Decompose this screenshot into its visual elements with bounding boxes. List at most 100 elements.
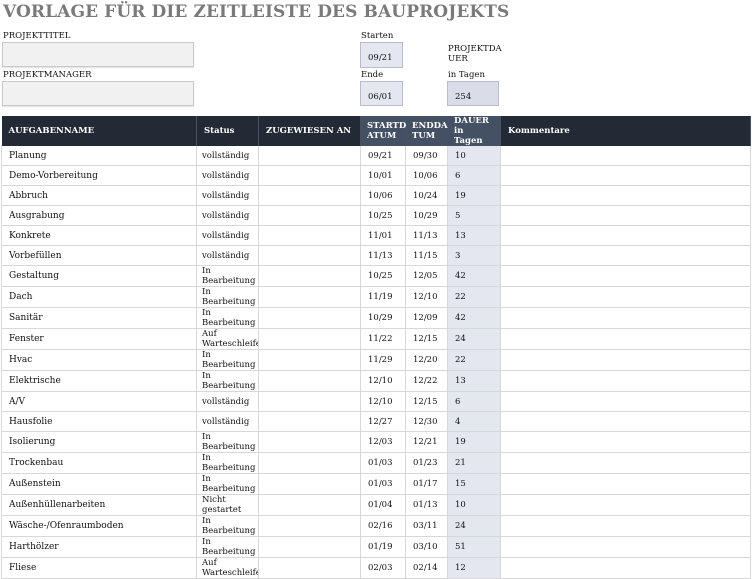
task-name-cell[interactable]: Harthölzer <box>1 536 197 558</box>
end-date-cell[interactable]: 01/23 <box>405 452 448 474</box>
start-date-cell[interactable]: 11/22 <box>360 328 406 350</box>
task-name-cell[interactable]: Fenster <box>1 328 197 350</box>
task-name-cell[interactable]: Dach <box>1 286 197 308</box>
task-name-cell[interactable]: Abbruch <box>1 185 197 206</box>
comments-cell[interactable] <box>500 205 751 226</box>
start-date-cell[interactable]: 10/29 <box>360 307 406 329</box>
comments-cell[interactable] <box>500 411 751 432</box>
status-cell[interactable]: vollständig <box>196 185 259 206</box>
status-cell[interactable]: Auf Warteschleife <box>196 557 259 579</box>
status-cell[interactable]: In Bearbeitung <box>196 349 259 371</box>
end-date-cell[interactable]: 09/30 <box>405 146 448 166</box>
assigned-to-cell[interactable] <box>258 185 361 206</box>
assigned-to-cell[interactable] <box>258 225 361 246</box>
end-date-cell[interactable]: 01/13 <box>405 494 448 516</box>
status-cell[interactable]: vollständig <box>196 205 259 226</box>
task-name-cell[interactable]: Sanitär <box>1 307 197 329</box>
start-date-cell[interactable]: 12/27 <box>360 411 406 432</box>
status-cell[interactable]: vollständig <box>196 146 259 166</box>
assigned-to-cell[interactable] <box>258 452 361 474</box>
start-date-cell[interactable]: 10/25 <box>360 205 406 226</box>
start-date-cell[interactable]: 01/19 <box>360 536 406 558</box>
comments-cell[interactable] <box>500 185 751 206</box>
comments-cell[interactable] <box>500 431 751 453</box>
start-date-cell[interactable]: 12/10 <box>360 391 406 412</box>
start-date-cell[interactable]: 10/01 <box>360 165 406 186</box>
comments-cell[interactable] <box>500 146 751 166</box>
task-name-cell[interactable]: A/V <box>1 391 197 412</box>
header-duration[interactable]: DAUER in Tagen <box>447 116 501 146</box>
status-cell[interactable]: In Bearbeitung <box>196 536 259 558</box>
start-date-cell[interactable]: 11/13 <box>360 245 406 266</box>
comments-cell[interactable] <box>500 225 751 246</box>
assigned-to-cell[interactable] <box>258 146 361 166</box>
assigned-to-cell[interactable] <box>258 411 361 432</box>
start-date-cell[interactable]: 11/01 <box>360 225 406 246</box>
task-name-cell[interactable]: Demo-Vorbereitung <box>1 165 197 186</box>
comments-cell[interactable] <box>500 245 751 266</box>
end-date-cell[interactable]: 10/29 <box>405 205 448 226</box>
start-date-cell[interactable]: 11/29 <box>360 349 406 371</box>
assigned-to-cell[interactable] <box>258 391 361 412</box>
status-cell[interactable]: In Bearbeitung <box>196 452 259 474</box>
end-date-cell[interactable]: 10/06 <box>405 165 448 186</box>
assigned-to-cell[interactable] <box>258 370 361 392</box>
end-date-cell[interactable]: 10/24 <box>405 185 448 206</box>
end-date-cell[interactable]: 12/15 <box>405 328 448 350</box>
end-date-cell[interactable]: 12/05 <box>405 265 448 287</box>
end-date-cell[interactable]: 12/10 <box>405 286 448 308</box>
comments-cell[interactable] <box>500 286 751 308</box>
start-date-cell[interactable]: 09/21 <box>360 146 406 166</box>
start-date-field[interactable]: 09/21 <box>360 42 403 68</box>
status-cell[interactable]: vollständig <box>196 391 259 412</box>
comments-cell[interactable] <box>500 473 751 495</box>
assigned-to-cell[interactable] <box>258 245 361 266</box>
assigned-to-cell[interactable] <box>258 536 361 558</box>
assigned-to-cell[interactable] <box>258 431 361 453</box>
assigned-to-cell[interactable] <box>258 328 361 350</box>
assigned-to-cell[interactable] <box>258 557 361 579</box>
assigned-to-cell[interactable] <box>258 473 361 495</box>
comments-cell[interactable] <box>500 391 751 412</box>
status-cell[interactable]: Nicht gestartet <box>196 494 259 516</box>
task-name-cell[interactable]: Isolierung <box>1 431 197 453</box>
task-name-cell[interactable]: Gestaltung <box>1 265 197 287</box>
end-date-cell[interactable]: 03/11 <box>405 515 448 537</box>
status-cell[interactable]: In Bearbeitung <box>196 265 259 287</box>
start-date-cell[interactable]: 12/03 <box>360 431 406 453</box>
task-name-cell[interactable]: Fliese <box>1 557 197 579</box>
start-date-cell[interactable]: 10/06 <box>360 185 406 206</box>
status-cell[interactable]: vollständig <box>196 411 259 432</box>
comments-cell[interactable] <box>500 536 751 558</box>
start-date-cell[interactable]: 01/03 <box>360 473 406 495</box>
status-cell[interactable]: vollständig <box>196 245 259 266</box>
assigned-to-cell[interactable] <box>258 494 361 516</box>
task-name-cell[interactable]: Wäsche-/Ofenraumboden <box>1 515 197 537</box>
project-title-field[interactable] <box>2 42 194 67</box>
task-name-cell[interactable]: Elektrische <box>1 370 197 392</box>
task-name-cell[interactable]: Außenhüllenarbeiten <box>1 494 197 516</box>
end-date-cell[interactable]: 12/22 <box>405 370 448 392</box>
status-cell[interactable]: In Bearbeitung <box>196 515 259 537</box>
assigned-to-cell[interactable] <box>258 265 361 287</box>
status-cell[interactable]: In Bearbeitung <box>196 286 259 308</box>
header-comments[interactable]: Kommentare <box>500 116 751 146</box>
assigned-to-cell[interactable] <box>258 205 361 226</box>
end-date-cell[interactable]: 11/15 <box>405 245 448 266</box>
start-date-cell[interactable]: 01/03 <box>360 452 406 474</box>
task-name-cell[interactable]: Konkrete <box>1 225 197 246</box>
start-date-cell[interactable]: 11/19 <box>360 286 406 308</box>
status-cell[interactable]: In Bearbeitung <box>196 307 259 329</box>
comments-cell[interactable] <box>500 515 751 537</box>
assigned-to-cell[interactable] <box>258 165 361 186</box>
end-date-cell[interactable]: 01/17 <box>405 473 448 495</box>
comments-cell[interactable] <box>500 494 751 516</box>
end-date-cell[interactable]: 12/20 <box>405 349 448 371</box>
task-name-cell[interactable]: Hausfolie <box>1 411 197 432</box>
header-task-name[interactable]: AUFGABENNAME <box>1 116 197 146</box>
comments-cell[interactable] <box>500 370 751 392</box>
task-name-cell[interactable]: Trockenbau <box>1 452 197 474</box>
task-name-cell[interactable]: Planung <box>1 146 197 166</box>
header-end-date[interactable]: ENDDA TUM <box>405 116 448 146</box>
status-cell[interactable]: In Bearbeitung <box>196 370 259 392</box>
